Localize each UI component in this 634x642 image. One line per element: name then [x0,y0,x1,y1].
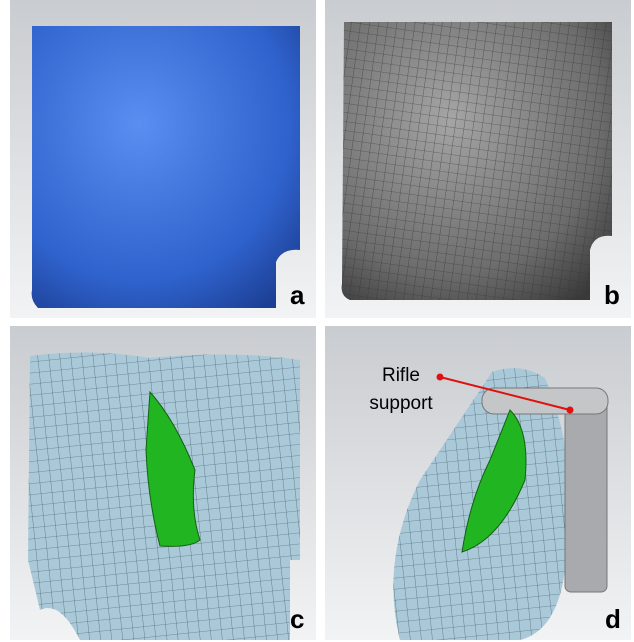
annotation-text: Rifle [382,365,420,386]
panel-label: a [290,280,305,310]
mesh-lines [342,22,612,300]
annotation-text: support [369,393,433,414]
scan-surface [32,26,300,308]
figure: a b c Rifle support d [0,0,634,642]
rifle-support-block [565,392,607,592]
panel-label: c [290,604,304,634]
panel-label: b [604,280,620,310]
panel-label: d [605,604,621,634]
annotation-dot [567,407,574,414]
annotation-dot [437,374,444,381]
